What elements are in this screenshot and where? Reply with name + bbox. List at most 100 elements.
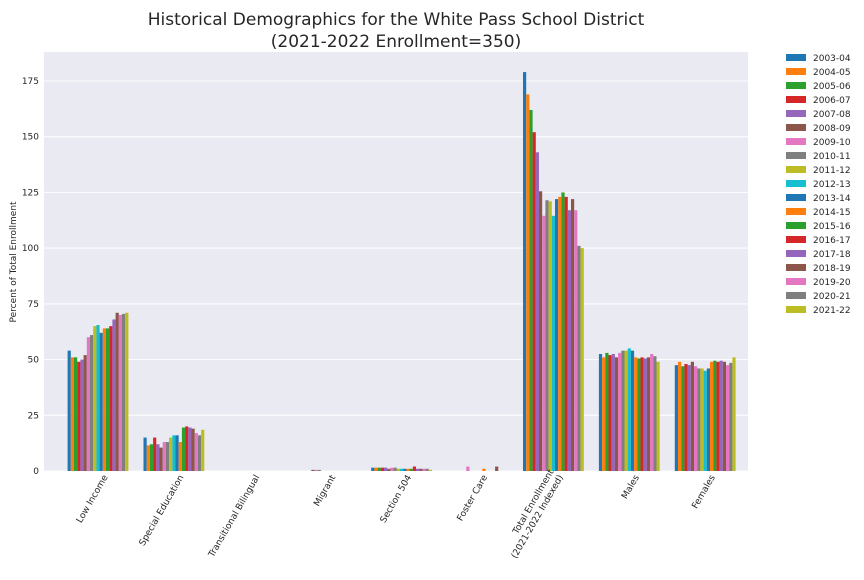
bar (567, 210, 571, 472)
x-tick-label: Migrant (312, 473, 338, 508)
legend-swatch (786, 264, 806, 271)
bar (416, 468, 420, 471)
legend-item: 2017-18 (786, 250, 851, 260)
x-tick-label-text: Transitional Bilingual (207, 474, 263, 561)
bar (726, 365, 730, 471)
bar (732, 357, 736, 471)
legend-item: 2016-17 (786, 236, 851, 246)
bar (722, 361, 726, 471)
x-tick-label: Low Income (75, 473, 111, 525)
bar (535, 152, 539, 472)
bar (406, 468, 410, 471)
bar (412, 466, 416, 471)
x-tick-label-line: Section 504 (379, 473, 415, 525)
legend-swatch (786, 152, 806, 159)
legend-item: 2019-20 (786, 278, 851, 288)
bar (380, 467, 384, 471)
legend-swatch (786, 82, 806, 89)
legend-item: 2006-07 (786, 96, 851, 106)
x-tick-label-text: Females (691, 473, 718, 511)
bar (106, 328, 110, 471)
x-tick-label-text: Special Education (138, 474, 187, 548)
bar (390, 467, 394, 471)
legend-swatch (786, 138, 806, 145)
bar (93, 326, 97, 471)
bar (125, 312, 129, 471)
legend-swatch (786, 110, 806, 117)
bar (526, 94, 530, 471)
bar (74, 357, 78, 471)
bar (719, 360, 723, 471)
y-tick-label: 25 (28, 411, 39, 421)
bar (197, 435, 202, 471)
legend: 2003-04 2004-05 2005-06 2006-07 2007-08 2008-… (786, 54, 851, 316)
x-tick-label-text: Total Enrollment(2021-2022 Indexed) (500, 468, 566, 561)
bar (700, 368, 704, 471)
y-axis-label: Percent of Total Enrollment (9, 201, 19, 323)
bar (561, 192, 565, 471)
bar (523, 72, 527, 471)
bar (96, 325, 100, 471)
bar (165, 442, 170, 471)
legend-label: 2020-21 (813, 292, 851, 302)
bar (653, 356, 657, 471)
bar (70, 357, 74, 471)
legend-item: 2015-16 (786, 222, 851, 232)
legend-swatch (786, 306, 806, 313)
legend-swatch (786, 278, 806, 285)
bar (558, 196, 562, 471)
legend-label: 2011-12 (813, 166, 851, 176)
bar (716, 361, 720, 471)
legend-label: 2012-13 (813, 180, 851, 190)
bar (646, 357, 651, 471)
legend-label: 2014-15 (813, 208, 851, 218)
legend-label: 2017-18 (813, 250, 851, 260)
bar (551, 215, 555, 471)
legend-swatch (786, 236, 806, 243)
bar (67, 350, 71, 471)
bar (90, 335, 94, 471)
legend-label: 2013-14 (813, 194, 851, 204)
legend-label: 2009-10 (813, 138, 851, 148)
x-tick-label: Total Enrollment(2021-2022 Indexed) (500, 468, 566, 561)
bar (634, 357, 638, 471)
x-tick-label-text: Section 504 (379, 473, 415, 525)
x-tick-label: Transitional Bilingual (207, 474, 263, 561)
legend-label: 2015-16 (813, 222, 851, 232)
bar (611, 353, 615, 471)
x-tick-label-text: Males (620, 473, 642, 501)
bar (149, 444, 154, 471)
bar (99, 332, 103, 471)
bar (564, 196, 568, 471)
legend-label: 2010-11 (813, 152, 851, 162)
bar (703, 370, 707, 471)
bar (605, 352, 609, 471)
x-tick-label-text: Foster Care (456, 473, 491, 523)
bar (687, 365, 691, 471)
bar (602, 357, 606, 471)
bar (548, 201, 552, 471)
legend-item: 2013-14 (786, 194, 851, 204)
x-tick-label-line: Transitional Bilingual (207, 474, 263, 561)
bar (156, 444, 160, 471)
legend-item: 2014-15 (786, 208, 851, 218)
bar (571, 199, 575, 471)
legend-item: 2012-13 (786, 180, 851, 190)
bar (713, 360, 717, 471)
bar (374, 467, 378, 471)
bar (194, 433, 198, 471)
bar (371, 467, 375, 471)
y-tick-label: 0 (33, 467, 39, 477)
bar (172, 435, 176, 471)
bar (574, 210, 578, 472)
legend-item: 2003-04 (786, 54, 851, 64)
legend-item: 2009-10 (786, 138, 851, 148)
bar (697, 368, 701, 471)
legend-label: 2019-20 (813, 278, 851, 288)
bar (115, 312, 119, 471)
y-tick-label: 100 (22, 244, 39, 254)
legend-swatch (786, 222, 806, 229)
bars-layer (67, 72, 736, 472)
